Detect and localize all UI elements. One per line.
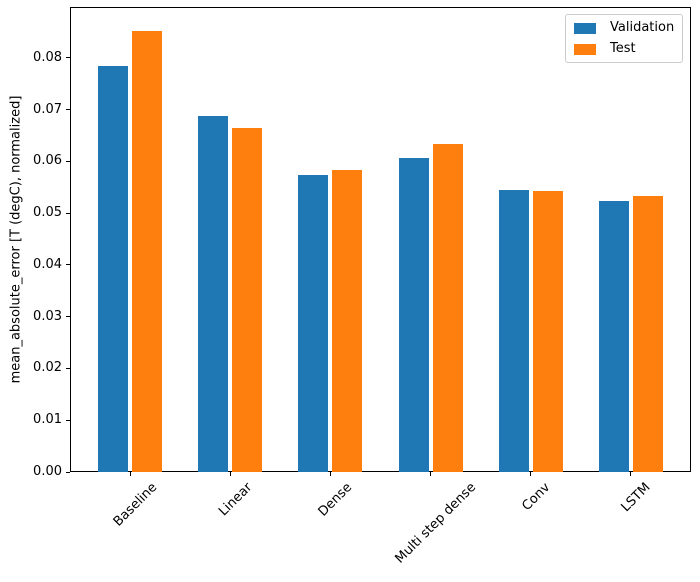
x-tick-mark	[430, 472, 432, 476]
y-axis-label-text: mean_absolute_error [T (degC), normalize…	[8, 95, 24, 384]
y-tick-label: 0.04	[33, 256, 62, 272]
legend-item-validation: Validation	[574, 20, 674, 36]
legend-swatch-test	[574, 43, 596, 55]
bar-validation-multi-step-dense	[398, 158, 429, 472]
y-tick-mark	[66, 57, 70, 59]
plot-area	[70, 7, 691, 472]
y-tick-mark	[66, 264, 70, 266]
x-tick-mark	[630, 472, 632, 476]
x-tick-mark	[329, 472, 331, 476]
x-tick-label: Multi step dense	[392, 480, 480, 567]
y-tick-label: 0.01	[33, 412, 62, 428]
y-tick-mark	[66, 367, 70, 369]
x-tick-label: Baseline	[110, 480, 161, 530]
y-tick-label: 0.06	[33, 153, 62, 169]
y-tick-label: 0.05	[33, 205, 62, 221]
bar-test-linear	[232, 128, 263, 472]
legend-label-validation: Validation	[610, 20, 675, 35]
x-tick-label: LSTM	[618, 480, 654, 516]
bar-validation-conv	[498, 189, 529, 472]
bar-test-baseline	[132, 30, 163, 472]
y-tick-mark	[66, 316, 70, 318]
y-tick-mark	[66, 109, 70, 111]
x-tick-mark	[530, 472, 532, 476]
y-axis-label: mean_absolute_error [T (degC), normalize…	[2, 7, 30, 472]
bar-validation-lstm	[598, 200, 629, 472]
bar-validation-baseline	[98, 65, 129, 472]
bar-test-dense	[332, 170, 363, 472]
legend: Validation Test	[565, 14, 683, 63]
y-tick-label: 0.02	[33, 360, 62, 376]
y-tick-label: 0.03	[33, 308, 62, 324]
bar-test-lstm	[632, 196, 663, 472]
x-tick-mark	[229, 472, 231, 476]
x-tick-label: Linear	[216, 480, 256, 520]
bar-validation-linear	[198, 116, 229, 472]
y-tick-mark	[66, 160, 70, 162]
y-tick-label: 0.07	[33, 101, 62, 117]
y-tick-mark	[66, 471, 70, 473]
legend-label-test: Test	[610, 41, 636, 56]
y-tick-mark	[66, 419, 70, 421]
y-tick-label: 0.08	[33, 49, 62, 65]
legend-swatch-validation	[574, 22, 596, 34]
bar-test-multi-step-dense	[432, 144, 463, 472]
x-tick-mark	[129, 472, 131, 476]
legend-item-test: Test	[574, 41, 674, 57]
bar-validation-dense	[298, 175, 329, 472]
y-tick-mark	[66, 212, 70, 214]
x-tick-label: Dense	[315, 480, 356, 520]
bar-test-conv	[532, 190, 563, 472]
x-tick-label: Conv	[519, 480, 553, 514]
y-tick-label: 0.00	[33, 464, 62, 479]
